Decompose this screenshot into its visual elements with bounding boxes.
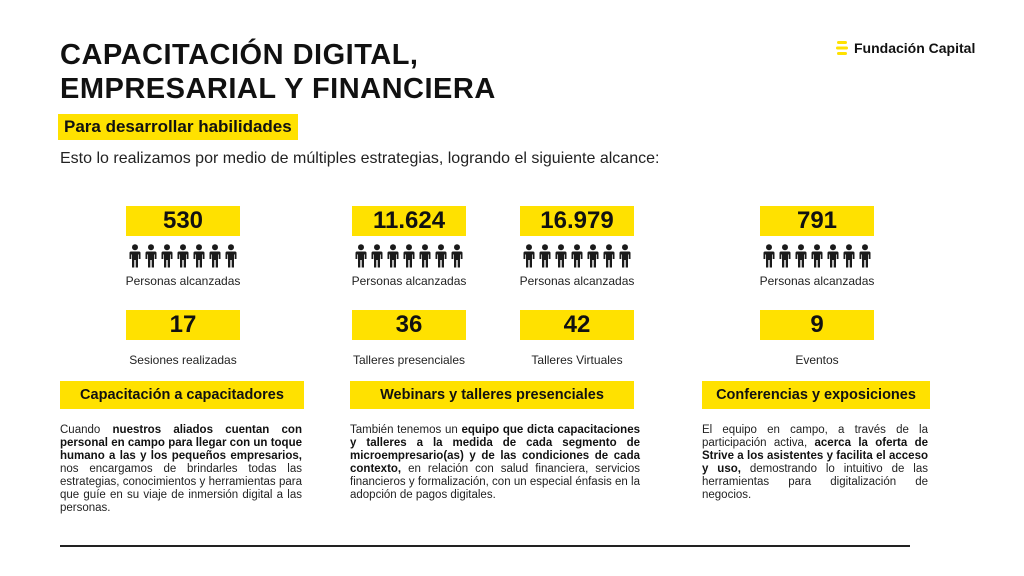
person-figure-icon — [810, 244, 824, 268]
activity-label: Sesiones realizadas — [129, 353, 237, 367]
description-bold-text: equipo que dicta capacitaciones y taller… — [350, 424, 640, 475]
reach-stat-1: 530 Personas alcanzadas — [126, 206, 240, 288]
activity-value: 9 — [760, 310, 874, 340]
person-figure-icon — [618, 244, 632, 268]
person-figure-icon — [386, 244, 400, 268]
person-figure-icon — [192, 244, 206, 268]
people-icon — [520, 244, 634, 268]
person-figure-icon — [602, 244, 616, 268]
title-line-1: CAPACITACIÓN DIGITAL, — [60, 39, 419, 71]
section-description: Cuando nuestros aliados cuentan con pers… — [60, 424, 302, 515]
activity-value: 36 — [352, 310, 466, 340]
person-figure-icon — [522, 244, 536, 268]
intro-text: Esto lo realizamos por medio de múltiple… — [60, 150, 660, 167]
person-figure-icon — [128, 244, 142, 268]
section-description: El equipo en campo, a través de la parti… — [702, 424, 928, 502]
reach-label: Personas alcanzadas — [351, 274, 467, 288]
description-text: El equipo en campo, a través de la parti… — [702, 424, 928, 449]
section-heading-conferencias: Conferencias y exposiciones — [702, 381, 930, 409]
reach-label: Personas alcanzadas — [519, 274, 635, 288]
person-figure-icon — [794, 244, 808, 268]
person-figure-icon — [450, 244, 464, 268]
description-text: nos encargamos de brindarles todas las e… — [60, 463, 302, 514]
reach-label: Personas alcanzadas — [125, 274, 241, 288]
activity-stat-1: 17 — [126, 310, 240, 340]
person-figure-icon — [144, 244, 158, 268]
bottom-divider — [60, 545, 910, 547]
person-figure-icon — [354, 244, 368, 268]
description-bold-text: acerca la oferta de Strive a los asisten… — [702, 437, 928, 475]
person-figure-icon — [224, 244, 238, 268]
person-figure-icon — [370, 244, 384, 268]
section-heading-capacitacion: Capacitación a capacitadores — [60, 381, 304, 409]
person-figure-icon — [176, 244, 190, 268]
person-figure-icon — [586, 244, 600, 268]
person-figure-icon — [778, 244, 792, 268]
activity-label: Talleres Virtuales — [531, 353, 623, 367]
subtitle-highlight: Para desarrollar habilidades — [58, 114, 298, 140]
person-figure-icon — [826, 244, 840, 268]
person-figure-icon — [842, 244, 856, 268]
description-text: demostrando lo intuitivo de las herramie… — [702, 463, 928, 501]
reach-label: Personas alcanzadas — [759, 274, 875, 288]
reach-stat-4: 791 Personas alcanzadas — [760, 206, 874, 288]
people-icon — [126, 244, 240, 268]
activity-label: Eventos — [795, 353, 839, 367]
reach-value: 11.624 — [352, 206, 466, 236]
person-figure-icon — [570, 244, 584, 268]
people-icon — [352, 244, 466, 268]
description-text: en relación con salud financiera, servic… — [350, 463, 640, 501]
section-description: También tenemos un equipo que dicta capa… — [350, 424, 640, 502]
brand-name: Fundación Capital — [854, 40, 976, 56]
people-icon — [760, 244, 874, 268]
person-figure-icon — [858, 244, 872, 268]
description-bold-text: nuestros aliados cuentan con personal en… — [60, 424, 302, 462]
reach-value: 530 — [126, 206, 240, 236]
person-figure-icon — [418, 244, 432, 268]
person-figure-icon — [402, 244, 416, 268]
activity-value: 42 — [520, 310, 634, 340]
activity-stat-3: 42 — [520, 310, 634, 340]
person-figure-icon — [538, 244, 552, 268]
description-text: Cuando — [60, 424, 113, 436]
description-text: También tenemos un — [350, 424, 462, 436]
person-figure-icon — [434, 244, 448, 268]
activity-value: 17 — [126, 310, 240, 340]
activity-stat-2: 36 — [352, 310, 466, 340]
person-figure-icon — [208, 244, 222, 268]
brand-logo: Fundación Capital — [836, 40, 975, 56]
person-figure-icon — [554, 244, 568, 268]
person-figure-icon — [762, 244, 776, 268]
reach-value: 791 — [760, 206, 874, 236]
page-title: CAPACITACIÓN DIGITAL, EMPRESARIAL Y FINA… — [60, 38, 496, 106]
title-line-2: EMPRESARIAL Y FINANCIERA — [60, 73, 496, 105]
fundacion-capital-logo-icon — [836, 41, 848, 55]
section-heading-webinars: Webinars y talleres presenciales — [350, 381, 634, 409]
reach-value: 16.979 — [520, 206, 634, 236]
reach-stat-3: 16.979 Personas alcanzadas — [520, 206, 634, 288]
activity-stat-4: 9 — [760, 310, 874, 340]
person-figure-icon — [160, 244, 174, 268]
activity-label: Talleres presenciales — [352, 353, 466, 367]
reach-stat-2: 11.624 Personas alcanzadas — [352, 206, 466, 288]
